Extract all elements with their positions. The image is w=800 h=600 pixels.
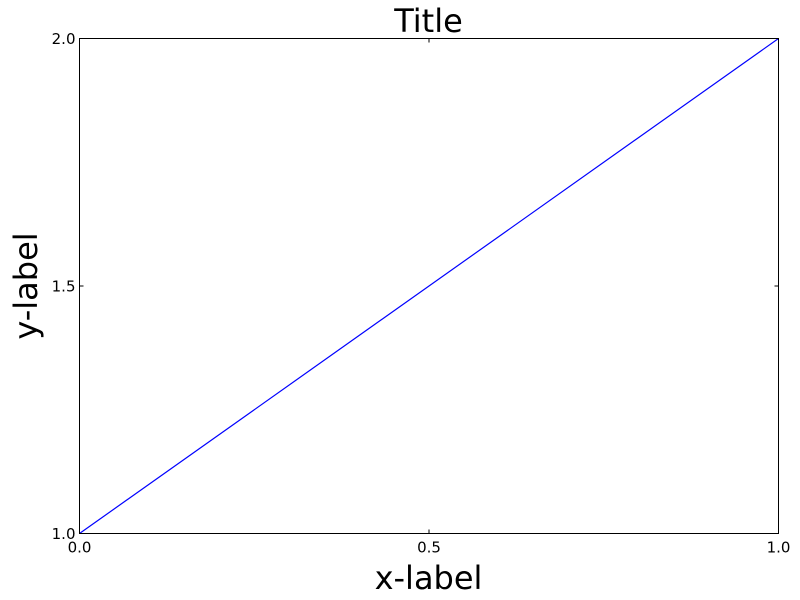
- x-tick-label-2: 1.0: [767, 539, 791, 557]
- x-tick-label-0: 0.0: [68, 539, 92, 557]
- series-layer: [79, 38, 779, 534]
- x-tick-label-1: 0.5: [417, 539, 441, 557]
- y-tick-label-2: 2.0: [52, 30, 76, 48]
- y-tick-label-0: 1.0: [52, 525, 76, 543]
- x-axis-label: x-label: [375, 559, 483, 597]
- plot-area-frame: [79, 38, 779, 534]
- chart-title: Title: [393, 2, 463, 40]
- y-axis-label: y-label: [7, 232, 45, 339]
- y-tick-label-1: 1.5: [52, 278, 76, 296]
- series-line-0: [79, 38, 779, 534]
- tick-labels-layer: 0.0 0.5 1.0 1.0 1.5 2.0: [52, 30, 791, 557]
